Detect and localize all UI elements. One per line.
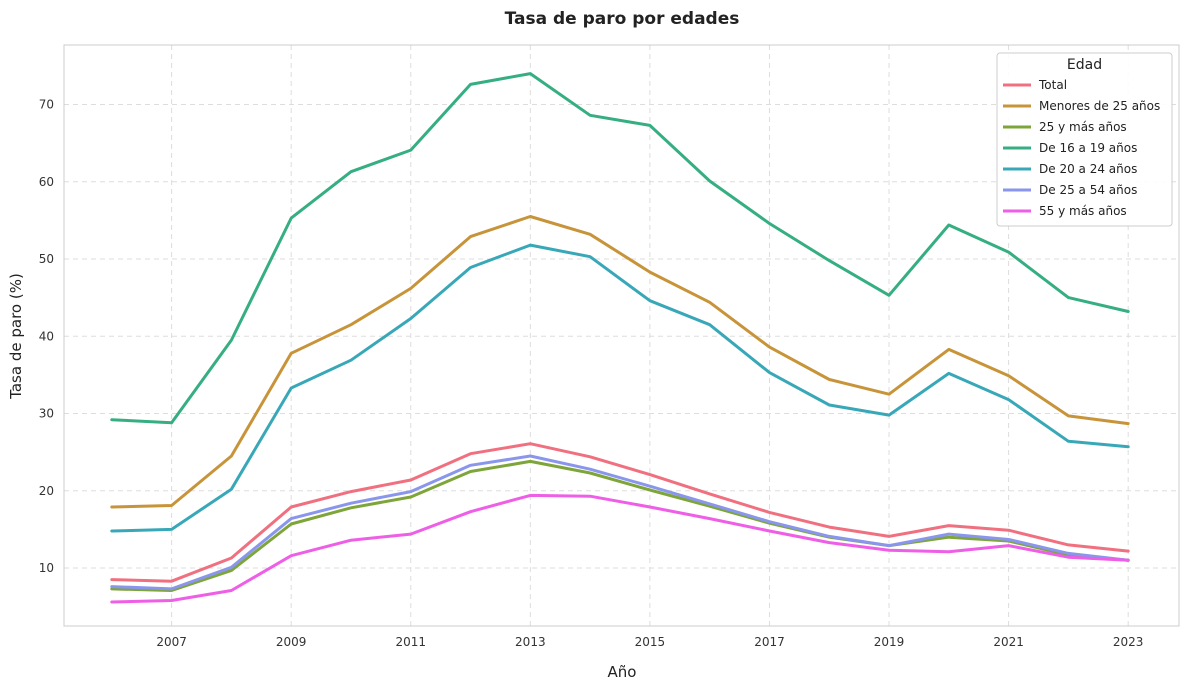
y-tick-label: 70	[39, 97, 54, 111]
legend-box	[996, 52, 1173, 227]
y-tick-label: 40	[39, 329, 54, 343]
x-tick-label: 2009	[276, 635, 307, 649]
legend-item-label: Menores de 25 años	[1039, 99, 1160, 113]
x-ticks: 2007 2009 2011 2013 2015 2017 2019 2021 2023	[156, 635, 1143, 649]
legend-item-label: Total	[1038, 78, 1067, 92]
legend-title: Edad	[1067, 57, 1102, 73]
x-tick-label: 2007	[156, 635, 187, 649]
legend-item-label: De 16 a 19 años	[1039, 141, 1137, 155]
x-tick-label: 2013	[515, 635, 546, 649]
y-axis-label: Tasa de paro (%)	[7, 273, 25, 400]
series-line-5	[110, 454, 1130, 591]
legend-item-label: De 25 a 54 años	[1039, 183, 1137, 197]
legend-item-label: 55 y más años	[1039, 204, 1127, 218]
x-tick-label: 2021	[993, 635, 1024, 649]
x-tick-label: 2017	[754, 635, 785, 649]
x-tick-label: 2015	[635, 635, 666, 649]
x-tick-label: 2023	[1113, 635, 1144, 649]
legend-item-label: 25 y más años	[1039, 120, 1127, 134]
legend-item-label: De 20 a 24 años	[1039, 162, 1137, 176]
grid	[64, 45, 1179, 626]
y-tick-label: 60	[39, 175, 54, 189]
x-axis-label: Año	[608, 663, 637, 681]
series-lines	[110, 72, 1130, 604]
chart-title: Tasa de paro por edades	[505, 9, 740, 29]
series-line-4	[110, 243, 1130, 533]
y-tick-label: 30	[39, 407, 54, 421]
x-tick-label: 2011	[395, 635, 426, 649]
series-line-2	[110, 459, 1130, 592]
series-line-6	[110, 493, 1130, 604]
y-tick-label: 50	[39, 252, 54, 266]
series-line-3	[110, 72, 1130, 425]
x-tick-label: 2019	[874, 635, 905, 649]
y-tick-label: 20	[39, 484, 54, 498]
series-line-0	[110, 442, 1130, 583]
y-tick-label: 10	[39, 561, 54, 575]
plot-area	[63, 44, 1180, 627]
series-line-1	[110, 215, 1130, 509]
y-ticks: 10 20 30 40 50 60 70	[39, 97, 54, 575]
